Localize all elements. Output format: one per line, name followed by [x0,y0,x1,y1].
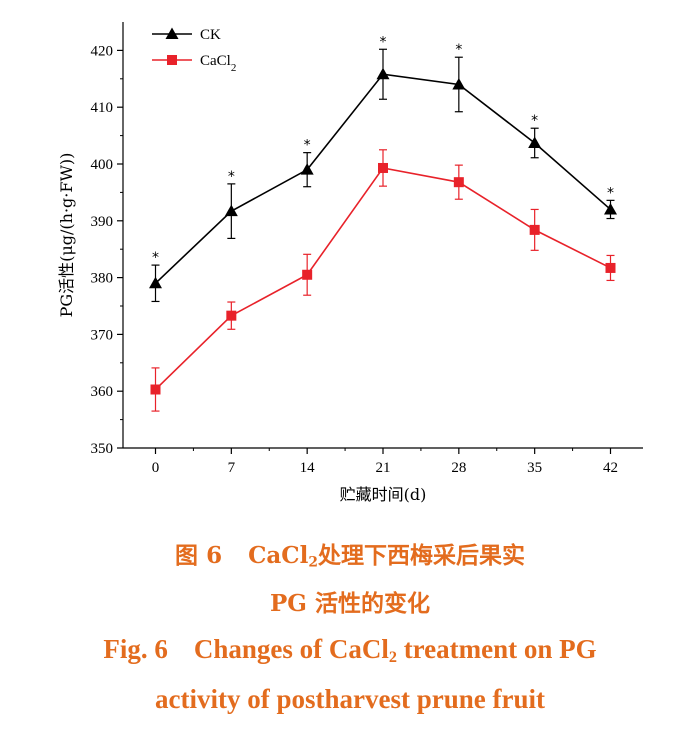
caption-cn-fig-word: 图 [175,542,199,569]
legend-cacl2-label: CaCl2 [200,53,236,74]
caption-cn-rest: 处理下西梅采后果实 [317,542,525,569]
cacl2-data-point [605,262,616,273]
legend-cacl2-label-sub: 2 [231,62,237,74]
y-tick-label: 370 [91,327,114,343]
x-tick-label: 0 [152,460,160,476]
cacl2-data-point [226,310,237,321]
legend-ck-label: CK [200,27,221,43]
ck-data-point [376,67,390,80]
caption-en-cacl-sub: 2 [388,648,397,667]
legend-cacl2-label-main: CaCl [200,53,231,69]
caption-cn-line1: 图 6 CaCl2处理下西梅采后果实 [0,536,700,570]
x-tick-label: 28 [451,460,466,476]
series-cacl2 [150,149,616,412]
caption-en-changes: Changes of CaCl [193,634,389,664]
caption-cn-cacl: CaCl [248,542,309,569]
y-tick-label: 410 [91,100,114,116]
cacl2-data-point [453,177,464,188]
caption-en-rest: treatment on PG [396,634,597,664]
ck-data-point [452,77,466,90]
ck-data-point [604,202,617,215]
x-tick-label: 42 [603,460,618,476]
caption-cn-fig-number: 6 [206,542,223,569]
x-tick-label: 14 [300,460,316,476]
legend-cacl2-square-marker [167,55,177,65]
x-tick-label: 21 [376,460,391,476]
y-axis-label: PG活性(μg/(h·g·FW)) [57,153,76,318]
cacl2-data-point [378,162,388,173]
significance-star: * [152,250,159,266]
chart-series: * * * * * * * [149,34,617,412]
y-tick-label: 350 [91,441,114,457]
caption-en-line1: Fig. 6 Changes of CaCl2 treatment on PG [0,634,700,667]
y-tick-label: 400 [91,157,114,173]
significance-star: * [531,113,538,129]
significance-star: * [304,138,311,154]
caption-en-line2: activity of postharvest prune fruit [155,684,545,714]
significance-star: * [455,42,462,58]
chart-legend: CK CaCl2 [152,27,236,74]
significance-star: * [380,34,387,50]
y-tick-label: 390 [91,214,114,230]
ck-data-point [224,204,238,217]
significance-star: * [607,185,614,201]
y-tick-label: 420 [91,43,114,59]
ck-data-point [149,276,162,289]
ck-data-point [300,163,314,175]
ck-data-point [528,136,542,148]
chart-ticks: 350 360 370 380 390 400 410 420 0 7 14 21 28 35 42 [91,43,619,476]
x-tick-label: 7 [228,460,236,476]
cacl2-series-line [154,167,611,391]
caption-cn-cacl-sub: 2 [308,554,318,571]
cacl2-data-point [150,384,161,395]
x-axis-label: 贮藏时间(d) [340,485,427,504]
significance-star: * [228,169,235,185]
x-tick-label: 35 [527,460,542,476]
series-ck: * * * * * * * [149,34,617,303]
y-tick-label: 380 [91,271,114,287]
cacl2-data-point [302,269,313,280]
y-tick-label: 360 [91,384,114,400]
cacl2-data-point [529,224,540,235]
legend-ck-triangle-marker [165,27,179,39]
caption-cn-line2: PG 活性的变化 [270,590,430,617]
caption-en-fig-label: Fig. 6 [103,634,168,664]
